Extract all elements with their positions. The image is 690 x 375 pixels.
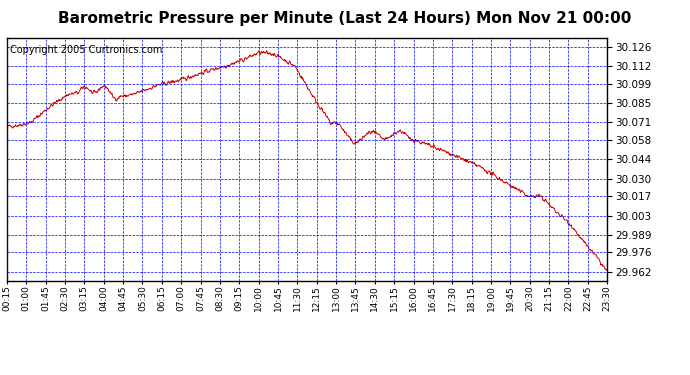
- Text: Copyright 2005 Curtronics.com: Copyright 2005 Curtronics.com: [10, 45, 162, 55]
- Text: Barometric Pressure per Minute (Last 24 Hours) Mon Nov 21 00:00: Barometric Pressure per Minute (Last 24 …: [59, 11, 631, 26]
